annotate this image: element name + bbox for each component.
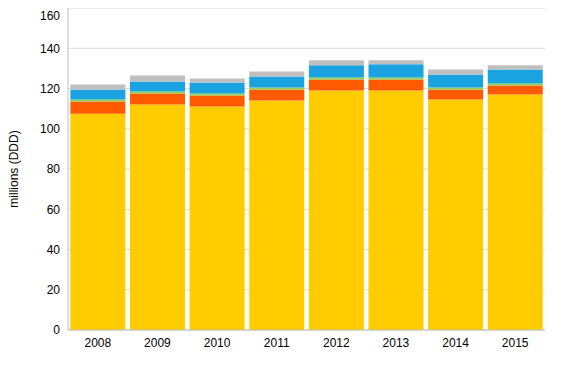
svg-text:0: 0: [53, 323, 60, 337]
svg-text:2010: 2010: [204, 336, 231, 350]
svg-text:60: 60: [47, 203, 61, 217]
svg-text:80: 80: [47, 162, 61, 176]
svg-text:2013: 2013: [383, 336, 410, 350]
svg-text:millions (DDD): millions (DDD): [8, 130, 21, 207]
svg-text:100: 100: [40, 122, 60, 136]
svg-text:2014: 2014: [442, 336, 469, 350]
svg-text:20: 20: [47, 283, 61, 297]
svg-text:2008: 2008: [84, 336, 111, 350]
svg-text:160: 160: [40, 9, 60, 23]
svg-text:120: 120: [40, 82, 60, 96]
svg-text:140: 140: [40, 42, 60, 56]
svg-text:2015: 2015: [502, 336, 529, 350]
svg-text:2012: 2012: [323, 336, 350, 350]
svg-text:2009: 2009: [144, 336, 171, 350]
svg-text:2011: 2011: [264, 336, 290, 350]
svg-text:40: 40: [47, 243, 61, 257]
